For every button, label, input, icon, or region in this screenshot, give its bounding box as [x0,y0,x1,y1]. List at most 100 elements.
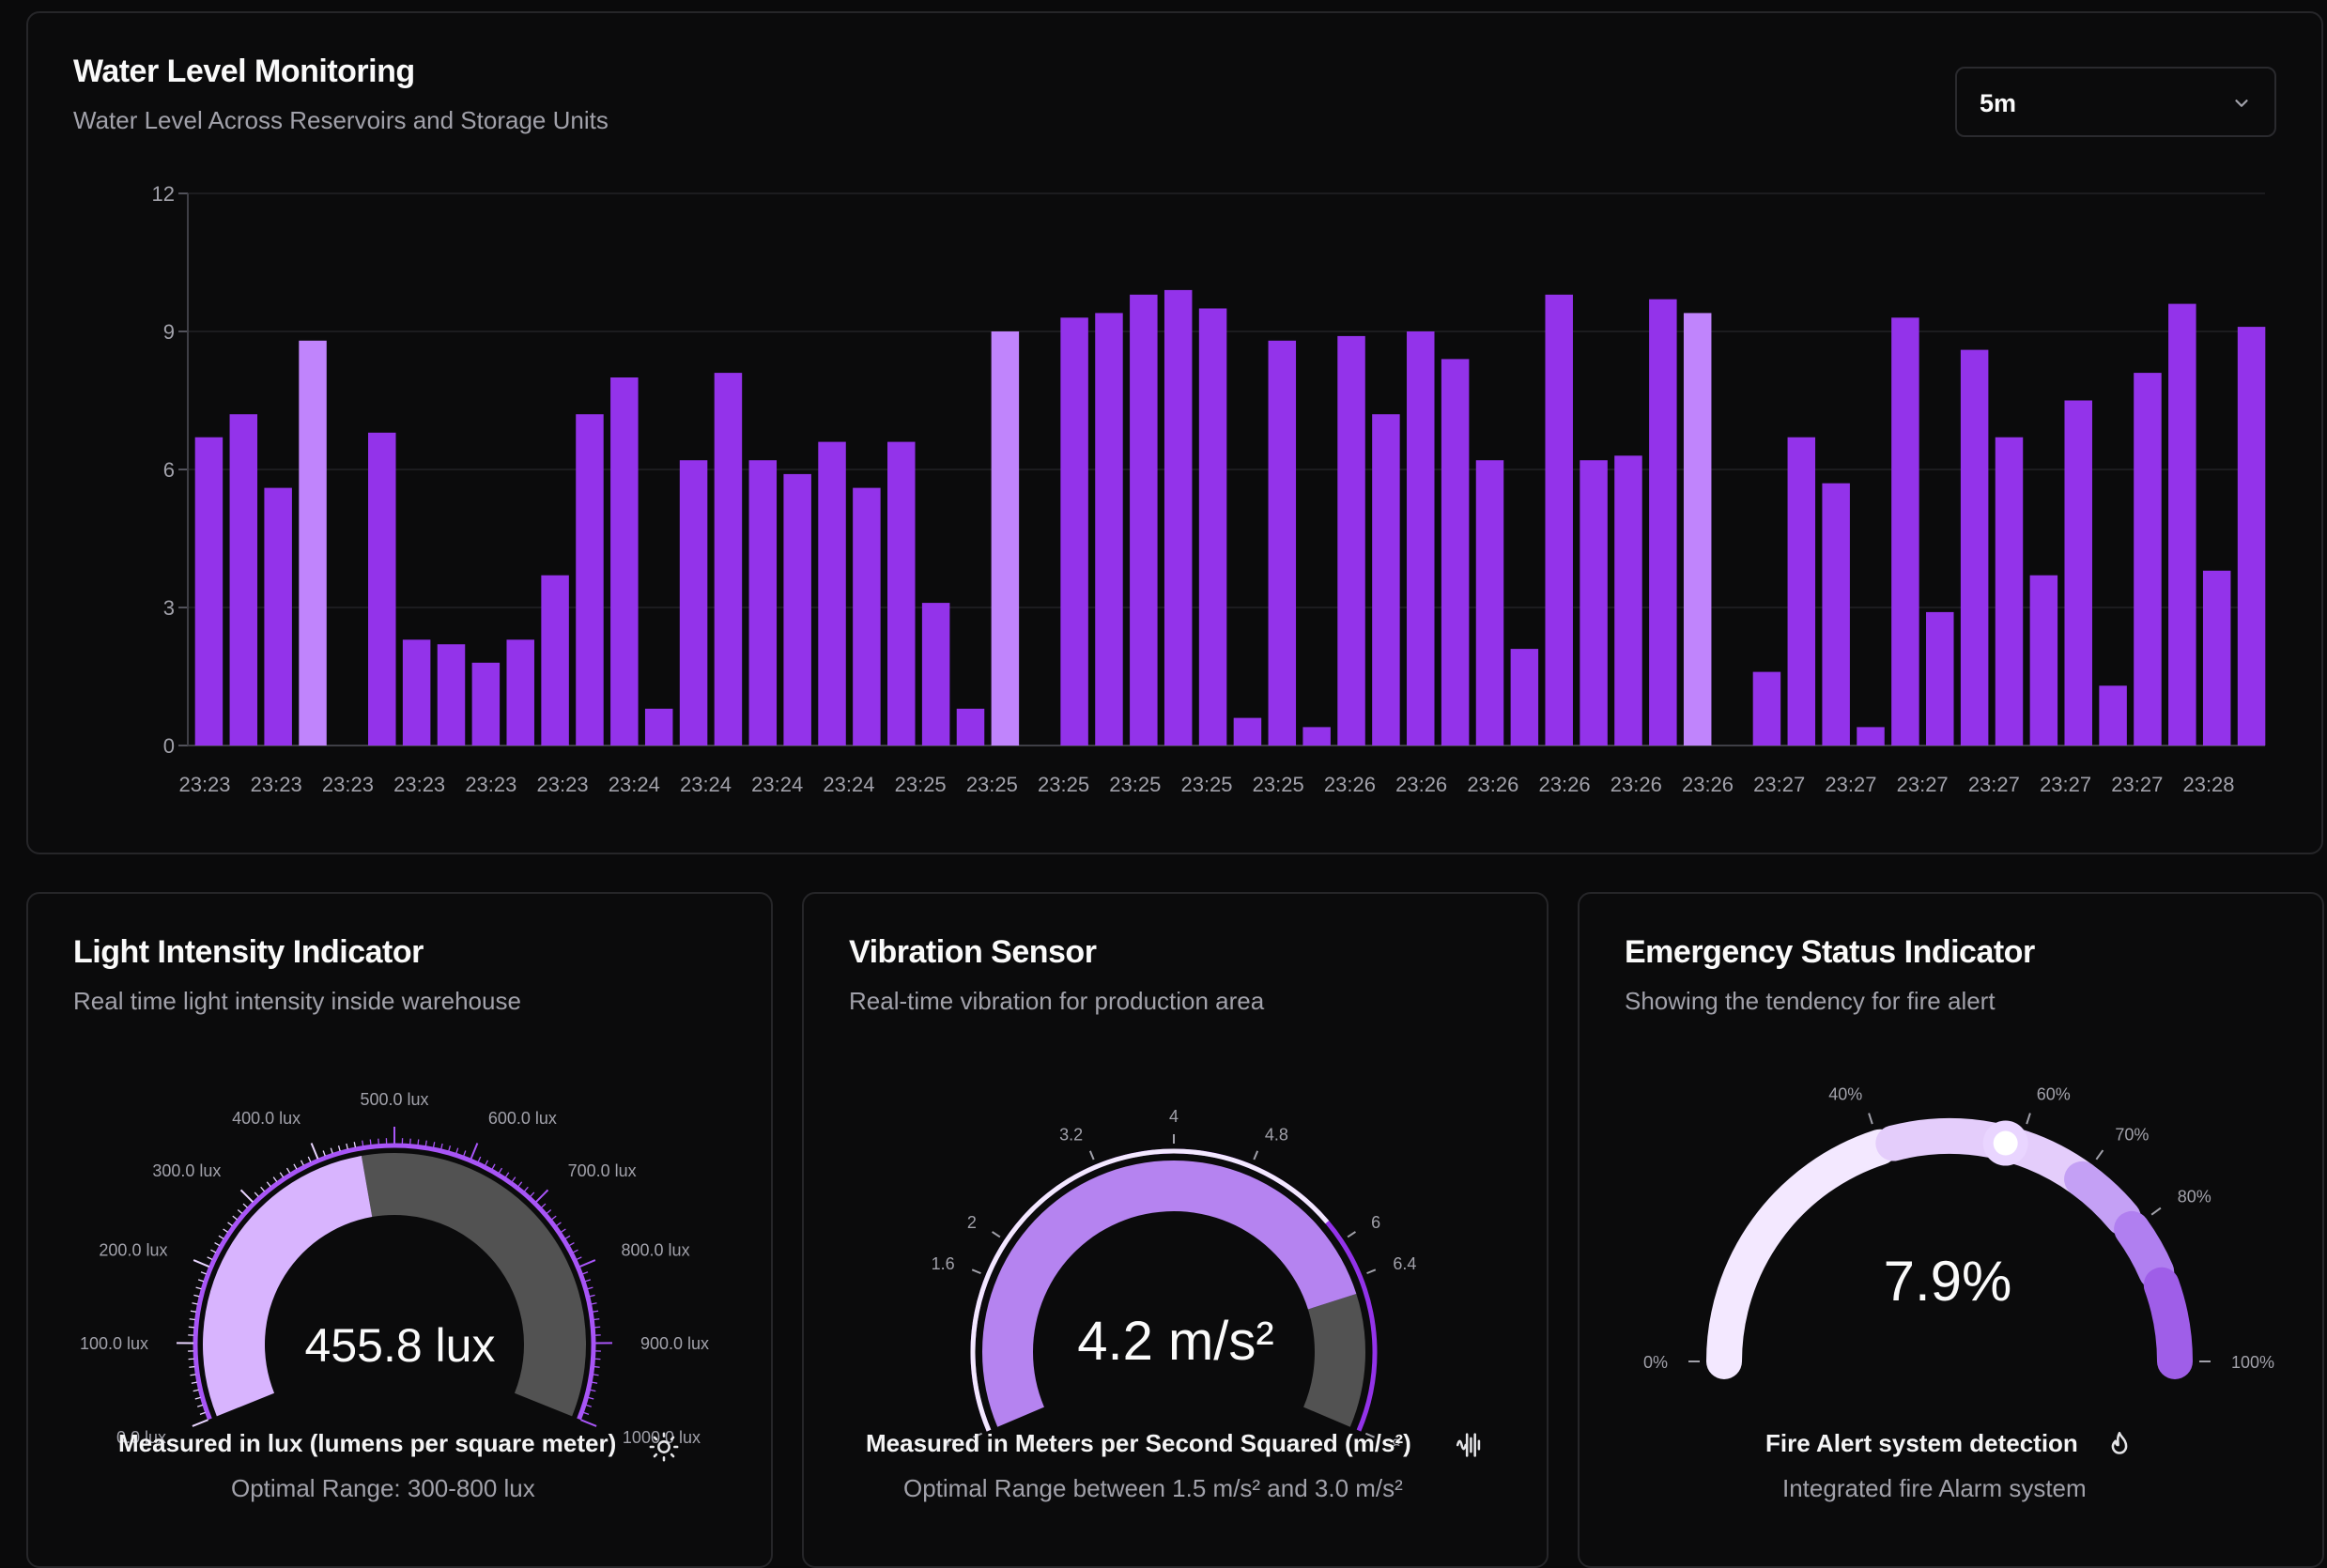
tick-mark [2096,1150,2103,1160]
bar[interactable] [264,488,291,746]
tick-mark [590,1390,595,1391]
bar[interactable] [1372,414,1399,746]
tick-mark [1869,1114,1872,1124]
bar[interactable] [438,644,465,746]
bar[interactable] [2134,373,2161,746]
bar[interactable] [610,377,638,746]
tick-mark [580,1420,596,1426]
y-tick-label: 9 [163,320,175,344]
tick-label: 6.4 [1393,1254,1416,1273]
bar[interactable] [818,442,845,746]
bar[interactable] [887,442,915,746]
bar[interactable] [1545,295,1572,746]
tick-mark [370,1140,371,1145]
gauge-segment [1724,1147,1880,1361]
light-gauge-fill [203,1156,372,1416]
bar[interactable] [645,709,672,746]
tick-mark [308,1157,311,1161]
tick-mark [590,1295,595,1296]
bar[interactable] [1926,612,1953,746]
bar[interactable] [992,331,1019,746]
bar[interactable] [1996,438,2023,746]
emergency-range: Integrated fire Alarm system [1782,1474,2087,1503]
x-tick-label: 23:25 [1038,773,1089,796]
bar[interactable] [368,433,395,746]
tick-mark [2151,1208,2161,1215]
x-tick-label: 23:24 [823,773,874,796]
bar[interactable] [957,709,984,746]
bar[interactable] [853,488,880,746]
bar[interactable] [1302,727,1330,746]
bar[interactable] [922,603,949,746]
tick-mark [449,1145,451,1151]
bar[interactable] [1269,341,1296,746]
tick-mark [557,1222,562,1226]
bar[interactable] [2099,685,2126,746]
bar[interactable] [1407,331,1434,746]
tick-mark [1254,1151,1257,1160]
bar[interactable] [783,474,810,746]
tick-mark [425,1141,426,1146]
bar[interactable] [1684,313,1711,746]
bar[interactable] [1164,290,1192,746]
bar[interactable] [1130,295,1157,746]
tick-mark [593,1319,599,1320]
gauge-segment [2132,1229,2156,1272]
bar[interactable] [1441,359,1469,746]
tick-mark [478,1157,481,1161]
bar[interactable] [1753,672,1780,746]
tick-mark [192,1382,197,1383]
tick-mark [223,1229,228,1232]
bar[interactable] [1234,718,1261,746]
x-tick-label: 23:25 [1253,773,1304,796]
bar[interactable] [1614,455,1641,746]
bar[interactable] [2168,304,2196,746]
tick-mark [190,1319,195,1320]
tick-label: 70% [2115,1125,2149,1144]
bar[interactable] [1199,309,1226,746]
bar[interactable] [715,373,742,746]
bar[interactable] [2238,327,2265,746]
bar[interactable] [1891,317,1919,746]
tick-mark [294,1164,297,1169]
bar[interactable] [1511,649,1538,746]
bar[interactable] [1649,300,1676,746]
bar[interactable] [403,639,430,746]
bar[interactable] [541,576,568,746]
light-title: Light Intensity Indicator [73,934,424,971]
x-tick-label: 23:27 [1897,773,1949,796]
emergency-gauge-knob-center [1994,1131,2018,1156]
tick-mark [593,1375,599,1376]
tick-label: 80% [2178,1188,2211,1207]
tick-mark [243,1204,247,1207]
tick-mark [464,1150,466,1156]
bar[interactable] [1961,350,1988,746]
bar[interactable] [576,414,603,746]
bar[interactable] [1857,727,1884,746]
bar[interactable] [680,460,707,746]
tick-mark [241,1190,254,1202]
tick-mark [331,1148,332,1154]
tick-mark [512,1177,516,1182]
bar[interactable] [472,663,500,746]
bar[interactable] [1788,438,1815,746]
tick-mark [193,1260,209,1267]
bar[interactable] [506,639,533,746]
bar[interactable] [1060,317,1087,746]
bar[interactable] [2030,576,2057,746]
bar[interactable] [299,341,326,746]
bar[interactable] [749,460,777,746]
bar[interactable] [2203,571,2230,746]
tick-mark [287,1168,290,1173]
bar[interactable] [1822,484,1849,746]
bar[interactable] [1476,460,1503,746]
bar[interactable] [230,414,257,746]
bar[interactable] [2064,401,2091,746]
bar[interactable] [195,438,223,746]
bar[interactable] [1337,336,1364,746]
tick-mark [2026,1114,2030,1124]
tick-label: 6 [1371,1213,1380,1232]
tick-mark [972,1269,980,1273]
bar[interactable] [1095,313,1122,746]
bar[interactable] [1580,460,1607,746]
